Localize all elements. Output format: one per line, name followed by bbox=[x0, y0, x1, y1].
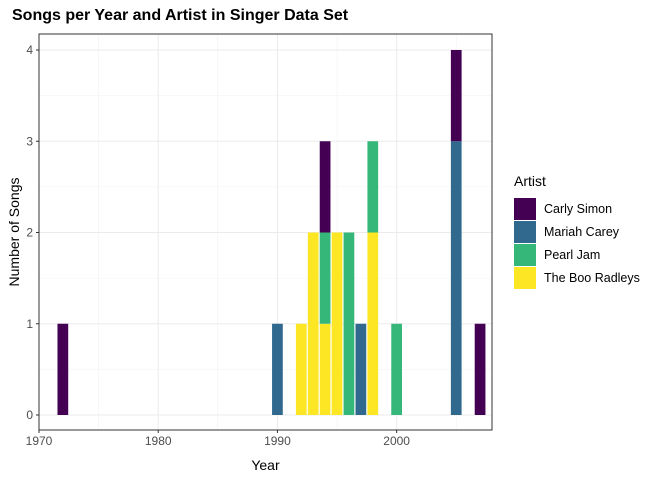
bar-the-boo-radleys-1994 bbox=[319, 323, 331, 415]
legend-key-carly-simon bbox=[514, 198, 536, 220]
bar-the-boo-radleys-1993 bbox=[307, 232, 319, 415]
y-axis-title: Number of Songs bbox=[6, 178, 22, 287]
bar-carly-simon-2005 bbox=[450, 50, 462, 142]
bar-carly-simon-1972 bbox=[57, 323, 69, 415]
y-tick-label: 4 bbox=[26, 43, 33, 57]
bar-pearl-jam-1994 bbox=[319, 232, 331, 324]
legend-title: Artist bbox=[514, 173, 546, 189]
bar-mariah-carey-1997 bbox=[355, 323, 367, 415]
legend-label-carly-simon: Carly Simon bbox=[544, 202, 612, 216]
bar-the-boo-radleys-1998 bbox=[367, 232, 379, 415]
bar-pearl-jam-1996 bbox=[343, 232, 355, 415]
bar-the-boo-radleys-1995 bbox=[331, 232, 343, 415]
legend-label-pearl-jam: Pearl Jam bbox=[544, 248, 600, 262]
legend-label-mariah-carey: Mariah Carey bbox=[544, 225, 620, 239]
bar-carly-simon-2007 bbox=[474, 323, 486, 415]
bar-carly-simon-1994 bbox=[319, 141, 331, 233]
x-tick-label: 1990 bbox=[264, 434, 291, 448]
x-tick-label: 2000 bbox=[383, 434, 410, 448]
x-axis-title: Year bbox=[251, 457, 280, 473]
bar-mariah-carey-1990 bbox=[272, 323, 283, 415]
bars bbox=[57, 50, 486, 415]
legend-key-pearl-jam bbox=[514, 244, 536, 266]
legend-label-the-boo-radleys: The Boo Radleys bbox=[544, 271, 640, 285]
x-tick-label: 1970 bbox=[26, 434, 53, 448]
x-tick-label: 1980 bbox=[145, 434, 172, 448]
chart-title: Songs per Year and Artist in Singer Data… bbox=[12, 7, 349, 24]
legend-key-mariah-carey bbox=[514, 221, 536, 243]
legend: Carly Simon Mariah Carey Pearl Jam The Boo … bbox=[514, 198, 640, 289]
bar-pearl-jam-2000 bbox=[391, 323, 402, 415]
y-tick-label: 3 bbox=[26, 134, 33, 148]
y-tick-label: 0 bbox=[26, 408, 33, 422]
y-tick-label: 1 bbox=[26, 317, 33, 331]
bar-pearl-jam-1998 bbox=[367, 141, 379, 233]
axes: 1970 1980 1990 2000 0 1 2 3 4 bbox=[26, 43, 411, 448]
bar-mariah-carey-2005 bbox=[450, 141, 462, 415]
y-tick-label: 2 bbox=[26, 226, 33, 240]
bar-the-boo-radleys-1992 bbox=[295, 323, 307, 415]
legend-key-the-boo-radleys bbox=[514, 267, 536, 289]
